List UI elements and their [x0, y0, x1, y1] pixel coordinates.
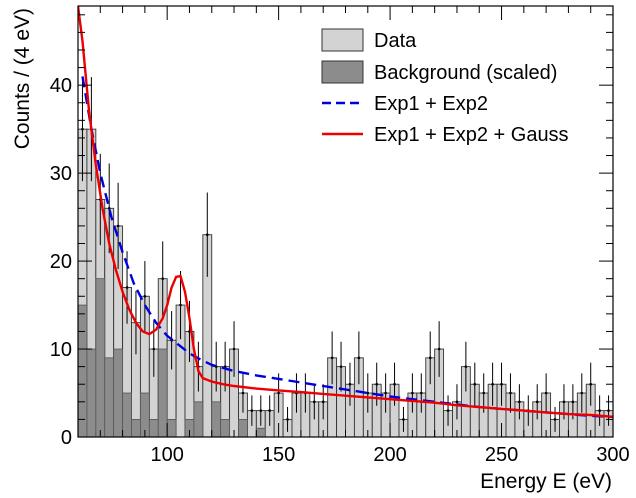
legend-swatch: [321, 60, 364, 84]
legend: Data Background (scaled) Exp1 + Exp2 Exp1 +…: [321, 28, 569, 146]
data-point: [107, 207, 111, 210]
data-point: [81, 127, 84, 131]
x-tick-label: 100: [150, 444, 183, 466]
data-point: [482, 391, 486, 395]
data-point: [455, 400, 459, 404]
data-point: [491, 382, 494, 386]
data-point: [321, 400, 325, 404]
data-point: [125, 286, 129, 289]
y-axis-label: Counts / (4 eV): [11, 8, 34, 149]
data-point: [562, 400, 566, 404]
background-bar: [122, 392, 132, 437]
data-point: [330, 356, 334, 360]
data-point: [393, 382, 396, 386]
x-tick-label: 150: [262, 444, 295, 466]
data-point: [259, 409, 263, 412]
y-tick-label: 30: [50, 163, 72, 185]
data-point: [473, 382, 477, 386]
data-point: [589, 382, 593, 386]
background-bar: [78, 304, 88, 437]
data-point: [464, 365, 468, 368]
data-point: [553, 418, 557, 421]
data-point: [544, 391, 548, 395]
data-point: [411, 391, 414, 395]
legend-label: Data: [374, 30, 417, 52]
background-bar: [104, 357, 115, 437]
data-point: [428, 356, 432, 360]
data-point: [384, 391, 387, 395]
data-point: [500, 382, 503, 386]
data-point: [580, 391, 584, 395]
data-point: [571, 400, 575, 404]
data-point: [339, 365, 343, 368]
background-bar: [131, 419, 141, 437]
y-tick-label: 40: [50, 75, 72, 97]
data-point: [518, 400, 521, 404]
data-point: [277, 391, 280, 395]
background-bar: [95, 278, 106, 437]
data-point: [312, 400, 316, 404]
data-point: [286, 418, 289, 421]
background-bar: [220, 419, 230, 437]
background-bar: [255, 427, 266, 437]
data-point: [607, 409, 610, 412]
x-tick-label: 200: [373, 444, 406, 466]
data-point: [241, 391, 245, 395]
data-point: [250, 409, 254, 412]
data-point: [268, 409, 272, 412]
x-tick-label: 250: [485, 444, 518, 466]
background-bar: [166, 419, 177, 437]
plot-content: [78, 6, 613, 437]
data-point: [446, 409, 450, 412]
background-bar: [113, 348, 123, 437]
axes: 100 150 200 250 300 0 10 20 30 40: [50, 5, 630, 466]
data-point: [179, 303, 182, 307]
data-point: [116, 224, 120, 228]
y-tick-label: 20: [50, 251, 72, 273]
x-axis-label: Energy E (eV): [480, 470, 612, 493]
background-bar: [148, 419, 159, 437]
data-point: [437, 347, 441, 351]
data-point: [348, 382, 352, 386]
y-tick-label: 0: [61, 427, 72, 449]
legend-label: Background (scaled): [374, 62, 557, 84]
background-bar: [211, 401, 222, 437]
background-bar: [86, 348, 97, 437]
data-point: [598, 409, 601, 412]
background-bar: [157, 348, 168, 437]
data-point: [375, 382, 379, 386]
data-point: [366, 391, 370, 395]
data-point: [232, 347, 236, 351]
x-tick-label: 300: [596, 444, 629, 466]
background-bar: [238, 419, 248, 437]
plot-area: [78, 6, 613, 437]
data-point: [357, 356, 361, 360]
legend-swatch: [321, 28, 364, 52]
data-point: [419, 391, 423, 395]
data-point: [205, 233, 209, 236]
data-point: [143, 294, 147, 298]
background-bar: [140, 392, 150, 437]
exp1-exp2-gauss-fit-line: [78, 6, 613, 418]
y-tick-label: 10: [50, 339, 72, 361]
data-point: [535, 400, 539, 404]
legend-label: Exp1 + Exp2 + Gauss: [374, 124, 569, 146]
background-bar: [193, 401, 204, 437]
data-point: [161, 277, 165, 280]
data-point: [509, 391, 512, 395]
data-point: [402, 418, 405, 421]
data-point: [152, 347, 156, 351]
legend-label: Exp1 + Exp2: [374, 93, 488, 115]
